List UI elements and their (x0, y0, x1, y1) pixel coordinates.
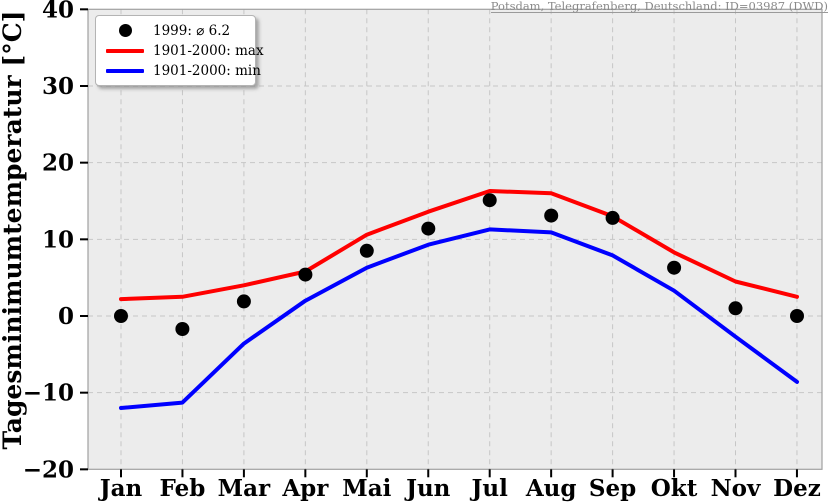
x-tick-label-jan: Jan (98, 475, 143, 502)
legend-marker-dot (104, 24, 146, 37)
data-point-jun (421, 221, 436, 236)
y-tick-label: −10 (23, 380, 74, 407)
data-point-sep (605, 210, 620, 225)
max-line (119, 189, 799, 302)
data-point-nov (728, 301, 743, 316)
x-tick-label-dez: Dez (773, 475, 821, 502)
data-point-apr (298, 267, 313, 282)
x-tick-label-mar: Mar (218, 475, 271, 502)
x-tick-label-apr: Apr (281, 475, 329, 502)
tick-marks (80, 8, 798, 478)
y-tick-label: 10 (42, 226, 74, 253)
data-point-dez (790, 309, 804, 323)
min-line (119, 227, 799, 410)
y-tick-label: 30 (42, 73, 74, 100)
dot-marker-icon (118, 24, 132, 37)
legend-marker-line-max (104, 48, 146, 53)
x-tick-label-jun: Jun (404, 475, 451, 502)
legend-entry: 1901-2000: max (104, 42, 264, 59)
data-point-jan (114, 309, 128, 323)
legend-label: 1999: ⌀ 6.2 (153, 22, 231, 39)
y-tick-label: −20 (23, 456, 74, 483)
scatter-series-1999 (114, 193, 804, 336)
y-tick-label: 0 (58, 303, 74, 330)
y-axis-label: Tagesminimumtemperatur [°C] (0, 10, 27, 450)
y-tick-labels: 40 30 20 10 0 −10 −20 (23, 0, 74, 483)
x-tick-labels: Jan Feb Mar Apr Mai Jun Jul Aug Sep Okt Nov Dez (98, 475, 821, 502)
data-point-mar (236, 294, 251, 309)
data-point-feb (175, 322, 190, 336)
x-tick-label-aug: Aug (525, 475, 577, 502)
data-point-aug (544, 208, 559, 223)
legend-marker-line-max-icon (106, 48, 144, 53)
legend-entry: 1999: ⌀ 6.2 (104, 22, 245, 39)
y-tick-label: 40 (42, 0, 74, 23)
x-tick-label-sep: Sep (589, 475, 636, 502)
legend-entry: 1901-2000: min (104, 62, 261, 79)
legend: 1999: ⌀ 6.2 1901-2000: max 1901-2000: min (95, 15, 264, 86)
legend-label: 1901-2000: max (153, 42, 264, 59)
y-tick-label: 20 (42, 150, 74, 177)
data-point-jul (482, 193, 497, 208)
legend-marker-line-min-icon (106, 68, 144, 73)
x-tick-label-feb: Feb (160, 475, 206, 502)
x-tick-label-okt: Okt (651, 475, 698, 502)
data-point-okt (667, 260, 682, 275)
legend-marker-line-min (104, 68, 146, 73)
x-tick-label-nov: Nov (711, 475, 761, 502)
station-label: Potsdam, Telegrafenberg, Deutschland: ID… (490, 0, 828, 13)
x-tick-label-mai: Mai (342, 475, 391, 502)
legend-label: 1901-2000: min (153, 62, 261, 79)
x-tick-label-jul: Jul (470, 475, 509, 502)
data-point-mai (359, 243, 374, 258)
